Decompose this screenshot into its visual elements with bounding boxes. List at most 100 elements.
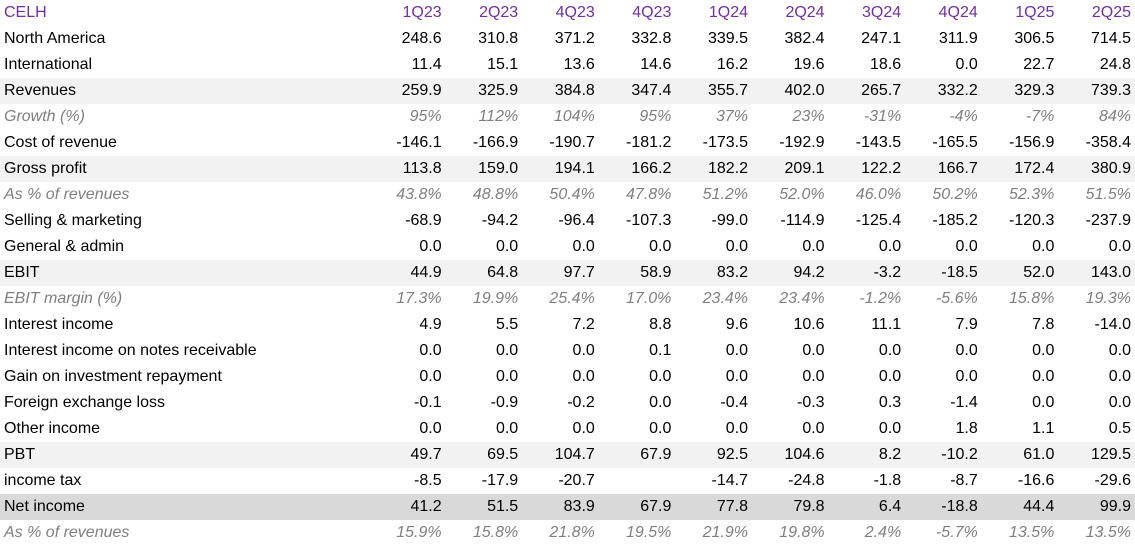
row-label: Growth (%) (4, 108, 85, 125)
row-label: Interest income on notes receivable (4, 342, 257, 359)
table-cell: 0.0 (802, 238, 825, 255)
table-cell: 49.7 (369, 442, 446, 468)
row-label: Interest income (4, 316, 114, 333)
table-cell: 17.3% (396, 290, 442, 307)
table-cell: -1.4 (950, 394, 978, 411)
table-cell: 13.5% (1085, 524, 1131, 541)
table-cell: 129.5 (1058, 442, 1135, 468)
table-cell: -5.6% (935, 290, 978, 307)
table-cell: -94.2 (481, 212, 519, 229)
table-cell: 52.0 (981, 260, 1059, 286)
table-cell: 0.0 (955, 238, 978, 255)
table-cell: 159.0 (445, 156, 523, 182)
row-label: Other income (4, 420, 101, 437)
table-cell: -24.8 (788, 472, 825, 489)
row-label: Revenues (0, 78, 370, 104)
table-cell: 83.9 (522, 494, 599, 520)
table-cell: 0.0 (1032, 368, 1055, 385)
table-row: Revenues 259.9 325.9 384.8 347.4 355.7 402.0 26… (0, 78, 1135, 104)
table-cell: -0.4 (720, 394, 748, 411)
table-cell: 1.8 (955, 420, 978, 437)
table-row: As % of revenues 15.9% 15.8% 21.8% 19.5% 21.9… (0, 520, 1135, 546)
table-cell: 0.0 (878, 238, 902, 255)
table-cell: 0.0 (649, 368, 672, 385)
table-cell: -8.5 (414, 472, 442, 489)
table-cell: 0.0 (802, 368, 825, 385)
table-cell: 51.2% (702, 186, 748, 203)
row-label: General & admin (4, 238, 125, 255)
table-cell: 0.5 (1108, 420, 1131, 437)
table-cell: 0.0 (955, 56, 978, 73)
table-cell: -18.5 (905, 260, 982, 286)
table-cell: -20.7 (558, 472, 595, 489)
table-cell: 0.0 (878, 342, 902, 359)
table-cell: -125.4 (855, 212, 902, 229)
table-cell: 0.0 (1032, 238, 1055, 255)
table-cell: 0.0 (649, 394, 672, 411)
table-cell: 16.2 (716, 56, 748, 73)
table-cell: 310.8 (478, 30, 519, 47)
table-cell: 0.0 (1032, 394, 1055, 411)
table-cell: 99.9 (1058, 494, 1135, 520)
table-cell: 11.4 (411, 56, 442, 73)
table-cell: 306.5 (1014, 30, 1055, 47)
table-cell: 0.0 (955, 342, 978, 359)
row-label: Net income (0, 494, 370, 520)
table-row: Gross profit 113.8 159.0 194.1 166.2 182.2 209… (0, 156, 1135, 182)
table-cell: 43.8% (396, 186, 442, 203)
table-cell: 24.8 (1099, 56, 1131, 73)
table-cell: 77.8 (675, 494, 752, 520)
table-cell: 21.9% (702, 524, 748, 541)
table-cell: -146.1 (396, 134, 442, 151)
table-cell: -14.7 (711, 472, 748, 489)
table-cell: 41.2 (369, 494, 446, 520)
table-cell: 46.0% (855, 186, 902, 203)
table-cell: 194.1 (522, 156, 599, 182)
table-row: North America 248.6 310.8 371.2 332.8 339.5 38… (0, 26, 1135, 52)
period-header: 3Q24 (862, 4, 902, 21)
table-cell: -0.3 (797, 394, 825, 411)
table-cell: 37% (715, 108, 748, 125)
table-cell: 52.0% (779, 186, 825, 203)
table-cell: 69.5 (445, 442, 523, 468)
table-cell: 112% (478, 108, 519, 125)
table-cell: 50.4% (549, 186, 595, 203)
table-cell: 19.3% (1085, 290, 1131, 307)
period-header: 1Q25 (1015, 4, 1055, 21)
table-cell: -0.1 (414, 394, 442, 411)
table-cell: 0.0 (419, 342, 442, 359)
table-cell: 8.2 (828, 442, 906, 468)
table-cell: 64.8 (445, 260, 523, 286)
row-label: EBIT (0, 260, 370, 286)
table-row: International 11.4 15.1 13.6 14.6 16.2 19.6 18.… (0, 52, 1135, 78)
row-label: As % of revenues (4, 186, 130, 203)
period-header: 1Q23 (402, 4, 442, 21)
table-cell: 0.0 (1108, 238, 1131, 255)
table-cell: -68.9 (405, 212, 442, 229)
table-cell: 0.0 (878, 420, 902, 437)
table-cell: 94.2 (751, 260, 829, 286)
table-row: Growth (%) 95% 112% 104% 95% 37% 23% -31% -4% -7%… (0, 104, 1135, 130)
table-cell: -358.4 (1085, 134, 1131, 151)
table-cell: 51.5 (445, 494, 523, 520)
table-cell: 0.0 (1108, 394, 1131, 411)
table-cell: 166.7 (905, 156, 982, 182)
table-cell: -16.6 (1017, 472, 1055, 489)
table-cell: 104.7 (522, 442, 599, 468)
table-cell: -107.3 (626, 212, 672, 229)
table-cell: 0.0 (495, 238, 519, 255)
table-cell: -192.9 (779, 134, 825, 151)
table-cell: 172.4 (981, 156, 1059, 182)
table-cell: 113.8 (369, 156, 446, 182)
table-cell: 58.9 (598, 260, 676, 286)
row-label: PBT (0, 442, 370, 468)
table-cell: 0.0 (495, 342, 519, 359)
table-cell: 83.2 (675, 260, 752, 286)
table-cell: -156.9 (1008, 134, 1055, 151)
table-cell: 0.0 (495, 420, 519, 437)
table-cell: 311.9 (938, 30, 978, 47)
row-label: As % of revenues (4, 524, 130, 541)
table-row: Foreign exchange loss -0.1 -0.9 -0.2 0.0 -0.4… (0, 390, 1135, 416)
table-cell: 47.8% (626, 186, 672, 203)
table-cell: 14.6 (640, 56, 672, 73)
